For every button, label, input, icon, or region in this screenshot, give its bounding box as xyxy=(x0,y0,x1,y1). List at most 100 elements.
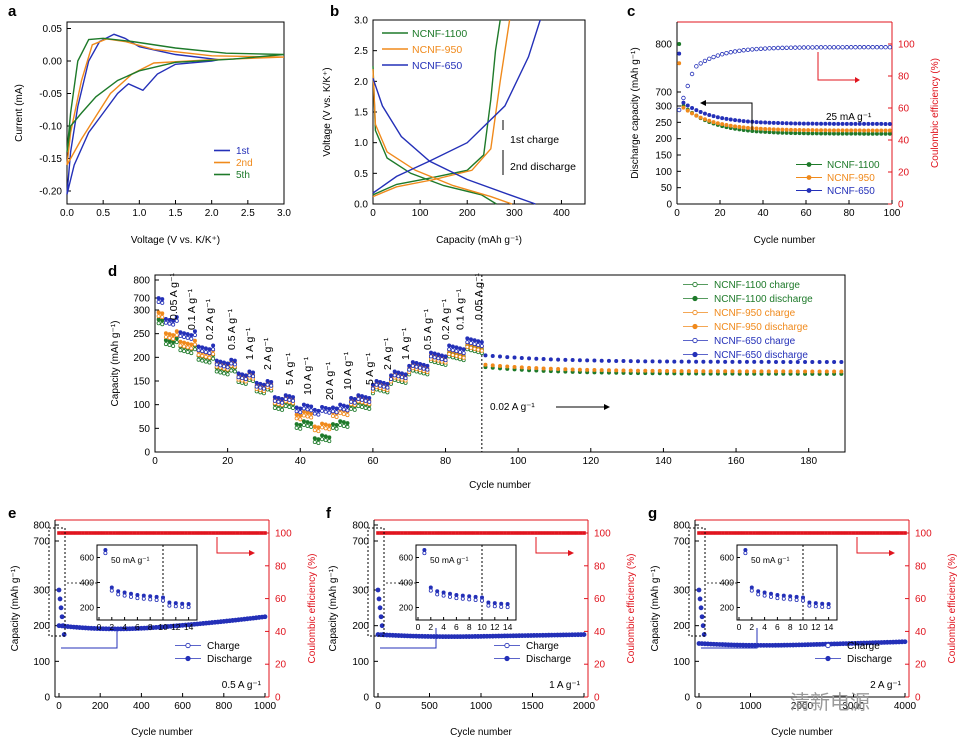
discharge-point xyxy=(657,368,662,373)
charge-point xyxy=(189,336,194,341)
efficiency-point xyxy=(754,46,759,52)
discharge-point xyxy=(679,359,684,364)
efficiency-point xyxy=(98,531,102,535)
discharge-point xyxy=(320,405,325,410)
discharge-point xyxy=(403,372,408,377)
charge-point xyxy=(447,352,452,357)
rate-label: 2 A g⁻¹ xyxy=(262,337,274,370)
efficiency-point xyxy=(805,45,811,50)
efficiency-point xyxy=(719,52,725,57)
discharge-point xyxy=(715,369,720,374)
efficiency-point xyxy=(149,531,154,535)
charge-point xyxy=(349,399,354,404)
capacity-point xyxy=(857,121,862,126)
y-tick-label: 40 xyxy=(275,627,287,638)
x-tick-label: 40 xyxy=(295,456,307,467)
capacity-point xyxy=(745,125,750,130)
efficiency-point xyxy=(882,531,887,535)
discharge-point xyxy=(185,341,190,346)
x-tick-label: 1.5 xyxy=(169,208,183,219)
efficiency-point xyxy=(184,531,188,535)
charge-point xyxy=(316,429,321,434)
efficiency-point xyxy=(482,531,487,535)
efficiency-point xyxy=(561,531,566,535)
capacity-point xyxy=(737,118,742,123)
discharge-point xyxy=(189,342,194,347)
y-tick-label: 2.0 xyxy=(354,77,368,88)
efficiency-point xyxy=(762,46,768,51)
inset-point xyxy=(435,589,440,594)
efficiency-point xyxy=(403,531,408,535)
charge-point xyxy=(385,385,390,390)
efficiency-point xyxy=(711,54,716,60)
legend-marker xyxy=(504,642,510,649)
discharge-point xyxy=(243,373,248,378)
panel-letter-a: a xyxy=(8,3,17,20)
y-tick-label: 100 xyxy=(915,529,932,540)
efficiency-point xyxy=(510,531,514,535)
x-tick-label: 180 xyxy=(800,456,817,467)
discharge-point xyxy=(621,359,626,364)
discharge-point xyxy=(643,359,648,364)
charge-point xyxy=(345,424,350,429)
discharge-point xyxy=(167,332,172,337)
capacity-point xyxy=(827,121,832,126)
discharge-point xyxy=(766,359,771,364)
charge-point xyxy=(334,414,339,419)
efficiency-point xyxy=(796,531,801,535)
annotation-text: 25 mA g⁻¹ xyxy=(826,112,872,123)
arrow-line xyxy=(856,537,889,554)
efficiency-point xyxy=(544,531,549,535)
discharge-point xyxy=(581,632,587,637)
efficiency-point xyxy=(235,531,240,535)
discharge-point xyxy=(759,369,764,374)
inset-tick-label: 400 xyxy=(80,578,94,588)
efficiency-point xyxy=(187,531,192,535)
arrow-head xyxy=(604,404,610,410)
efficiency-point xyxy=(383,531,387,535)
charge-point xyxy=(207,351,212,356)
discharge-point xyxy=(196,344,201,349)
charge-point xyxy=(243,377,248,382)
discharge-point xyxy=(465,336,470,341)
inset-point xyxy=(486,603,491,608)
inset-point xyxy=(454,596,459,601)
charge-point xyxy=(229,368,234,373)
legend-entry: NCNF-950 discharge xyxy=(714,322,808,333)
y-tick-label: 300 xyxy=(33,586,50,597)
initial-point xyxy=(699,614,705,620)
efficiency-point xyxy=(817,531,821,535)
legend-entry: NCNF-1100 charge xyxy=(714,280,800,291)
efficiency-point xyxy=(499,531,504,535)
efficiency-point xyxy=(70,531,75,535)
annotation-text: 0.02 A g⁻¹ xyxy=(490,402,535,413)
rate-label: 0.05 A g⁻¹ xyxy=(168,273,180,320)
discharge-point xyxy=(305,403,310,408)
discharge-point xyxy=(316,437,321,442)
charge-point xyxy=(363,398,368,403)
charge-point xyxy=(287,397,292,402)
charge-point xyxy=(454,353,459,358)
y-tick-label: 800 xyxy=(655,40,672,51)
discharge-point xyxy=(505,355,510,360)
discharge-point xyxy=(657,359,662,364)
discharge-point xyxy=(327,435,332,440)
x-axis-label: Cycle number xyxy=(450,727,512,738)
charge-point xyxy=(178,348,183,353)
inset-label: 50 mA g⁻¹ xyxy=(430,555,469,565)
charge-point xyxy=(425,367,430,372)
capacity-point xyxy=(836,121,841,126)
efficiency-point xyxy=(534,531,538,535)
efficiency-point xyxy=(81,531,85,535)
capacity-point xyxy=(715,121,720,126)
efficiency-point xyxy=(160,531,164,535)
y-tick-label: 700 xyxy=(33,537,50,548)
discharge-point xyxy=(192,329,197,334)
discharge-point xyxy=(839,369,844,374)
discharge-point xyxy=(240,372,245,377)
inset-point xyxy=(180,604,185,609)
capacity-point xyxy=(724,116,729,121)
efficiency-point xyxy=(823,45,828,50)
discharge-point xyxy=(468,337,473,342)
discharge-point xyxy=(298,406,303,411)
